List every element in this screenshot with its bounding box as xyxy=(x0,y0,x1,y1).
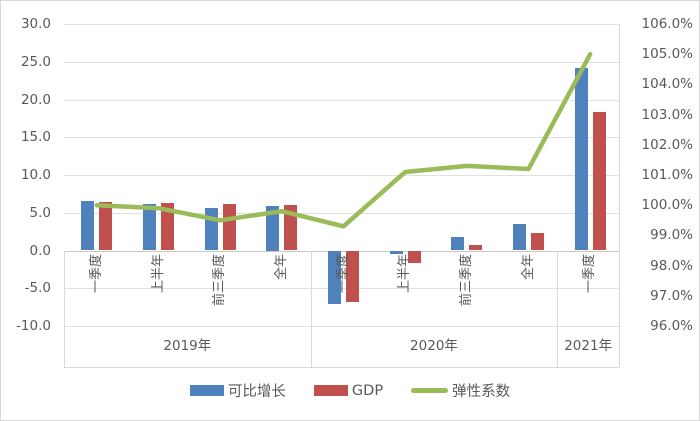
bar-comparable-growth xyxy=(328,250,341,305)
category-label: 全年 xyxy=(273,253,289,280)
y-axis-right-tick: 99.0% xyxy=(650,227,693,244)
y-axis-left-tick: 25.0 xyxy=(20,53,51,70)
year-label: 2020年 xyxy=(410,338,458,354)
year-band-separator xyxy=(64,250,65,367)
legend-swatch-gdp-bar xyxy=(313,385,348,396)
legend-label-comparable-growth: 可比增长 xyxy=(227,384,286,400)
y-axis-right-tick: 96.0% xyxy=(650,318,693,334)
gridline xyxy=(64,212,619,214)
gridline xyxy=(64,61,619,63)
legend: 可比增长 GDP 弹性系数 xyxy=(1,380,699,401)
y-axis-left-tick: 0.0 xyxy=(29,242,51,259)
y-axis-right-tick: 103.0% xyxy=(641,106,693,123)
year-label: 2019年 xyxy=(163,338,212,354)
legend-swatch-comparable-growth-bar xyxy=(189,385,224,396)
bar-comparable-growth xyxy=(513,224,526,251)
y-axis-right-tick: 97.0% xyxy=(650,287,693,304)
year-band-separator xyxy=(557,250,559,367)
bar-gdp xyxy=(407,250,421,263)
y-axis-left-tick: 10.0 xyxy=(20,167,51,183)
bar-gdp xyxy=(469,245,483,251)
category-label: 一季度 xyxy=(88,253,104,293)
elasticity-line xyxy=(94,51,593,229)
year-band-separator xyxy=(619,24,620,367)
bar-comparable-growth xyxy=(389,250,403,255)
y-axis-right-tick: 101.0% xyxy=(641,167,693,183)
bar-comparable-growth xyxy=(266,206,280,251)
category-label: 前三季度 xyxy=(212,253,228,306)
y-axis-left-tick: -10.0 xyxy=(16,318,51,334)
bar-gdp xyxy=(346,250,359,302)
legend-label-gdp: GDP xyxy=(351,382,384,399)
legend-label-elasticity: 弹性系数 xyxy=(452,384,511,400)
bar-gdp xyxy=(161,202,174,251)
bar-comparable-growth xyxy=(143,204,156,251)
category-label: 全年 xyxy=(520,253,536,280)
gridline xyxy=(64,24,619,25)
y-axis-left-tick: -5.0 xyxy=(24,280,51,297)
bar-gdp xyxy=(222,204,236,251)
y-axis-left-tick: 5.0 xyxy=(29,204,51,221)
y-axis-right-tick: 98.0% xyxy=(650,257,693,274)
year-band-separator xyxy=(310,250,312,367)
category-label: 前三季度 xyxy=(458,253,474,306)
y-axis-left-tick: 30.0 xyxy=(20,16,51,32)
gridline xyxy=(64,175,619,176)
category-label: 上半年 xyxy=(150,253,166,293)
category-label: 上半年 xyxy=(397,253,413,293)
gridline xyxy=(64,137,619,139)
y-axis-left-tick: 20.0 xyxy=(20,91,51,108)
gridline xyxy=(64,99,619,101)
y-axis-right-tick: 100.0% xyxy=(641,197,693,214)
gridline xyxy=(64,326,619,327)
y-axis-left-tick: 15.0 xyxy=(20,129,51,146)
elasticity-polyline xyxy=(94,51,593,229)
category-label: 一季度 xyxy=(335,253,351,293)
gridline xyxy=(64,250,619,252)
bar-comparable-growth xyxy=(451,236,465,251)
bar-comparable-growth xyxy=(574,67,588,251)
y-axis-right-tick: 105.0% xyxy=(641,46,693,63)
category-label: 一季度 xyxy=(582,253,598,293)
bar-gdp xyxy=(592,112,606,251)
legend-item-gdp: GDP xyxy=(313,382,384,399)
gridline xyxy=(64,288,619,290)
y-axis-right-tick: 106.0% xyxy=(641,16,693,32)
year-label: 2021年 xyxy=(564,338,613,354)
bar-gdp xyxy=(99,202,113,251)
y-axis-right-tick: 102.0% xyxy=(641,136,693,153)
bar-comparable-growth xyxy=(81,201,95,251)
year-band-bottom-border xyxy=(64,367,619,368)
legend-item-comparable-growth: 可比增长 xyxy=(189,380,286,401)
bar-gdp xyxy=(531,233,544,251)
legend-item-elasticity: 弹性系数 xyxy=(411,380,510,401)
y-axis-right-tick: 104.0% xyxy=(641,76,693,93)
legend-swatch-elasticity-line xyxy=(411,388,449,393)
